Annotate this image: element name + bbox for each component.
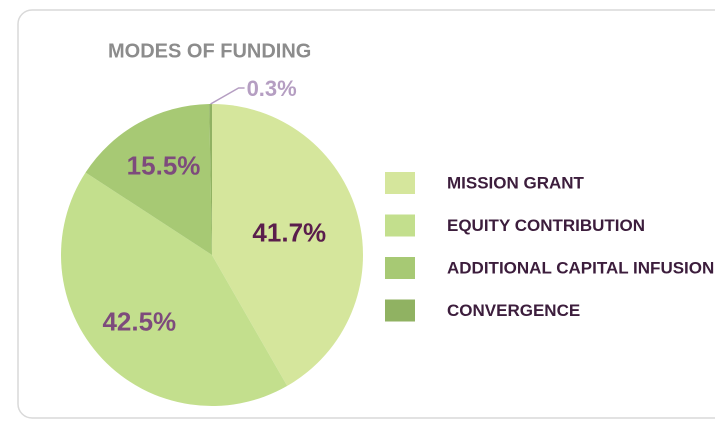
legend-swatch	[385, 214, 415, 237]
chart-title: MODES OF FUNDING	[108, 40, 311, 62]
legend-label: MISSION GRANT	[447, 173, 585, 192]
pie-slice	[212, 104, 364, 386]
pie-slice	[85, 104, 212, 255]
legend-swatch	[385, 257, 415, 279]
legend-label: EQUITY CONTRIBUTION	[447, 216, 645, 235]
leader-line	[210, 87, 245, 105]
legend-label: ADDITIONAL CAPITAL INFUSION	[447, 258, 714, 277]
data-label: 0.3%	[247, 76, 297, 101]
pie-slice	[209, 104, 212, 255]
legend-swatch	[385, 172, 415, 194]
legend-swatch	[385, 299, 415, 322]
data-label: 15.5%	[127, 150, 201, 180]
data-label: 41.7%	[252, 217, 326, 247]
legend-label: CONVERGENCE	[447, 301, 580, 320]
data-label: 42.5%	[102, 307, 176, 337]
pie-slice	[61, 172, 288, 406]
